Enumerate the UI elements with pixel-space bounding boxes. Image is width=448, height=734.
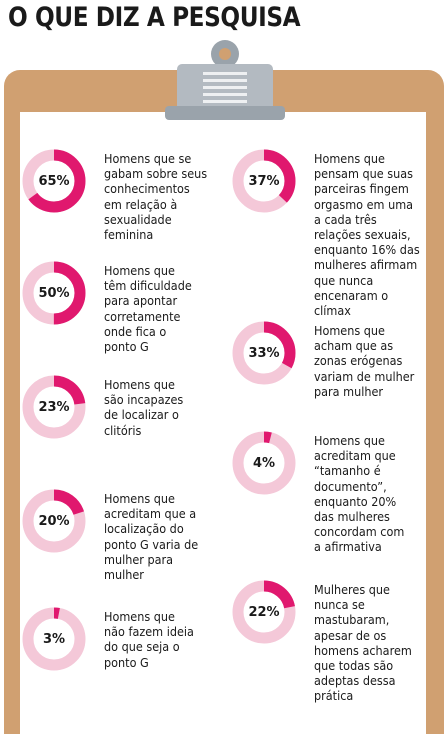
percent-label: 50% <box>38 286 70 301</box>
description-line: a afirmativa <box>314 539 382 555</box>
donut-value-arc <box>232 321 296 385</box>
stat-description: Homens que têm dificuldade para apontar cor… <box>104 263 192 354</box>
description-line: mulheres afirmam <box>314 257 418 273</box>
description-line: Homens que se <box>104 151 192 166</box>
description-line: das mulheres <box>314 509 390 525</box>
stat-description: Mulheres que nunca se mastubaram, apesar de… <box>314 582 412 704</box>
description-line: enquanto 16% das <box>314 242 420 258</box>
description-line: Homens que <box>104 263 175 278</box>
description-line: corretamente <box>104 308 181 324</box>
donut-chart <box>22 149 86 213</box>
description-line: Homens que <box>314 433 385 448</box>
stat-description: Homens que são incapazes de localizar o cli… <box>104 377 183 438</box>
description-line: variam de mulher <box>314 368 415 384</box>
donut-chart <box>22 607 86 671</box>
description-line: gabam sobre seus <box>104 166 208 182</box>
description-line: de localizar o <box>104 407 179 423</box>
donut-value-arc <box>232 580 296 644</box>
description-line: acreditam que <box>314 448 396 464</box>
description-line: concordam com <box>314 524 405 540</box>
description-line: que todas são <box>314 658 394 674</box>
percent-label: 22% <box>248 605 280 620</box>
description-line: parceiras fingem <box>314 181 409 197</box>
description-line: prática <box>314 688 354 704</box>
description-line: adeptas dessa <box>314 673 396 689</box>
description-line: têm dificuldade <box>104 278 192 294</box>
donut-value-arc <box>232 149 296 213</box>
description-line: documento”, <box>314 478 387 494</box>
description-line: nunca se <box>314 597 365 613</box>
stat-description: Homens que acham que as zonas erógenas vari… <box>314 323 414 399</box>
percent-label: 4% <box>252 456 276 471</box>
description-line: “tamanho é <box>314 463 381 479</box>
description-line: não fazem ideia <box>104 624 194 640</box>
description-line: para mulher <box>314 383 384 399</box>
description-line: em relação à <box>104 196 178 212</box>
description-line: encenaram o <box>314 287 389 303</box>
donut-chart <box>232 149 296 213</box>
donut-chart <box>22 375 86 439</box>
description-line: acham que as <box>314 338 394 354</box>
description-line: sexualidade <box>104 211 172 227</box>
description-line: ponto G <box>104 339 149 355</box>
description-line: localização do <box>104 521 184 537</box>
donut-value-arc <box>232 431 296 495</box>
stat-description: Homens que pensam que suas parceiras finge… <box>314 151 420 318</box>
description-line: clitóris <box>104 422 142 438</box>
description-line: Homens que <box>314 323 385 338</box>
stat-description: Homens que acreditam que a localização do p… <box>104 491 198 582</box>
percent-label: 65% <box>38 174 70 189</box>
donut-chart <box>22 489 86 553</box>
description-line: homens acharem <box>314 642 412 658</box>
donut-value-arc <box>22 489 86 553</box>
percent-label: 20% <box>38 514 70 529</box>
description-line: feminina <box>104 227 154 243</box>
description-line: conhecimentos <box>104 181 190 197</box>
description-line: enquanto 20% <box>314 493 397 509</box>
stat-description: Homens que acreditam que “tamanho é documen… <box>314 433 404 555</box>
description-line: mastubaram, <box>314 612 390 628</box>
description-line: do que seja o <box>104 639 180 655</box>
donut-chart <box>232 321 296 385</box>
description-line: Homens que <box>104 491 175 506</box>
description-line: zonas erógenas <box>314 353 403 369</box>
description-line: relações sexuais, <box>314 227 411 243</box>
description-line: que nunca <box>314 272 374 288</box>
donut-value-arc <box>22 607 86 671</box>
description-line: Homens que <box>104 377 175 392</box>
description-line: clímax <box>314 303 351 319</box>
description-line: mulher <box>104 567 144 583</box>
donut-value-arc <box>22 261 86 325</box>
percent-label: 3% <box>42 632 66 647</box>
page-title: O QUE DIZ A PESQUISA <box>8 2 301 33</box>
description-line: para apontar <box>104 293 178 309</box>
percent-label: 23% <box>38 400 70 415</box>
donut-chart <box>232 431 296 495</box>
description-line: a cada três <box>314 211 377 227</box>
description-line: Homens que <box>314 151 385 166</box>
description-line: acreditam que a <box>104 506 197 522</box>
description-line: onde fica o <box>104 323 167 339</box>
description-line: ponto G <box>104 654 149 670</box>
description-line: ponto G varia de <box>104 536 199 552</box>
description-line: pensam que suas <box>314 166 413 182</box>
description-line: são incapazes <box>104 392 184 408</box>
donut-value-arc <box>22 149 86 213</box>
description-line: Mulheres que <box>314 582 390 597</box>
description-line: apesar de os <box>314 627 387 643</box>
percent-label: 37% <box>248 174 280 189</box>
stat-description: Homens que se gabam sobre seus conheciment… <box>104 151 207 242</box>
description-line: Homens que <box>104 609 175 624</box>
paper-sheet <box>20 112 426 734</box>
description-line: orgasmo em uma <box>314 196 414 212</box>
percent-label: 33% <box>248 346 280 361</box>
description-line: mulher para <box>104 551 174 567</box>
clipboard-clip-icon <box>165 40 285 120</box>
donut-chart <box>232 580 296 644</box>
stat-description: Homens que não fazem ideia do que seja o po… <box>104 609 194 670</box>
donut-value-arc <box>22 375 86 439</box>
donut-chart <box>22 261 86 325</box>
